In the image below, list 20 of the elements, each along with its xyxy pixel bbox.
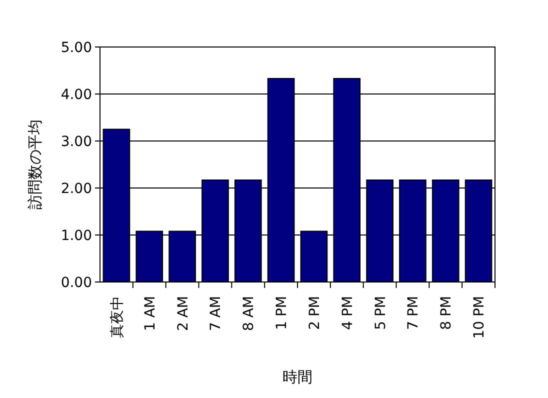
x-tick-label: 真夜中	[109, 296, 126, 338]
x-axis-title: 時間	[282, 368, 312, 386]
x-tick-label: 8 AM	[241, 296, 258, 332]
x-tick-label: 2 PM	[306, 296, 323, 330]
x-tick-label: 1 PM	[274, 296, 290, 330]
x-tick-label: 8 PM	[438, 296, 455, 330]
x-tick-label: 7 PM	[406, 296, 422, 330]
y-axis-title: 訪問数の平均	[26, 120, 44, 210]
y-tick-label: 5.00	[60, 40, 92, 56]
x-tick-label: 7 AM	[208, 296, 224, 332]
y-tick-label: 1.00	[60, 228, 92, 244]
y-tick-label: 0.00	[60, 275, 92, 291]
y-tick-label: 3.00	[60, 134, 92, 150]
x-tick-label: 10 PM	[472, 296, 488, 339]
x-tick-label: 1 AM	[142, 296, 158, 332]
y-tick-label: 2.00	[60, 181, 92, 197]
x-tick-label: 2 AM	[175, 296, 192, 332]
y-tick-label: 4.00	[60, 87, 92, 103]
x-tick-label: 5 PM	[372, 296, 389, 330]
x-tick-label: 4 PM	[340, 296, 356, 330]
